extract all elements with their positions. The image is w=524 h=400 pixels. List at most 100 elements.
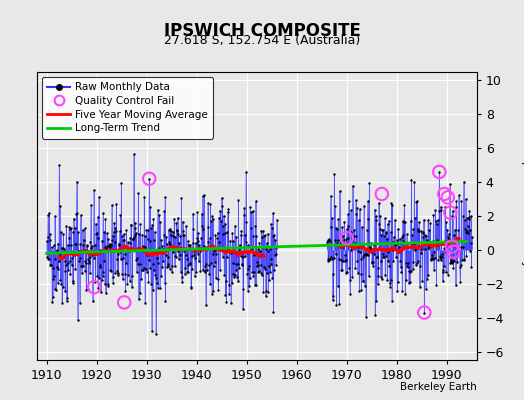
Point [398, 218, 407, 224]
Point [421, 286, 430, 292]
Point [129, 236, 138, 242]
Point [433, 237, 441, 243]
Point [416, 284, 424, 290]
Point [155, 212, 163, 218]
Point [86, 202, 95, 208]
Point [401, 277, 410, 283]
Point [448, 213, 456, 220]
Point [57, 229, 65, 236]
Point [215, 239, 223, 245]
Point [252, 198, 260, 205]
Point [51, 256, 60, 262]
Point [381, 272, 389, 278]
Point [230, 249, 238, 255]
Point [398, 288, 407, 294]
Point [238, 262, 246, 268]
Point [351, 239, 359, 246]
Point [150, 237, 158, 244]
Point [345, 277, 354, 283]
Point [77, 241, 85, 247]
Point [168, 269, 176, 276]
Point [412, 245, 420, 251]
Point [173, 228, 181, 234]
Point [434, 257, 443, 263]
Point [82, 242, 91, 248]
Point [395, 249, 403, 255]
Point [455, 192, 463, 199]
Point [56, 203, 64, 209]
Point [370, 206, 379, 213]
Point [139, 265, 148, 272]
Point [200, 243, 208, 249]
Point [444, 234, 452, 240]
Point [174, 256, 183, 262]
Point [257, 261, 265, 268]
Point [431, 207, 439, 213]
Point [345, 265, 354, 271]
Point [159, 246, 168, 252]
Point [427, 256, 435, 262]
Point [146, 265, 154, 272]
Point [347, 238, 356, 244]
Point [265, 277, 273, 284]
Point [339, 244, 347, 250]
Point [213, 229, 222, 236]
Point [144, 236, 152, 242]
Point [390, 216, 399, 223]
Point [126, 235, 135, 241]
Point [267, 261, 276, 268]
Point [208, 213, 216, 220]
Point [221, 220, 230, 227]
Point [410, 241, 418, 247]
Point [95, 264, 104, 270]
Point [384, 221, 392, 228]
Point [43, 234, 52, 240]
Point [350, 242, 358, 249]
Point [135, 296, 143, 302]
Point [326, 238, 334, 244]
Point [454, 235, 462, 241]
Point [408, 266, 417, 272]
Point [197, 235, 205, 242]
Point [216, 244, 225, 251]
Point [134, 190, 143, 196]
Point [144, 226, 152, 233]
Point [109, 232, 117, 239]
Point [442, 249, 451, 255]
Point [151, 250, 160, 256]
Point [58, 245, 66, 251]
Point [337, 224, 346, 230]
Point [405, 268, 413, 274]
Point [241, 253, 249, 260]
Point [169, 249, 178, 255]
Point [102, 290, 110, 296]
Point [450, 258, 458, 264]
Point [243, 250, 251, 256]
Point [408, 239, 417, 246]
Point [66, 258, 74, 264]
Point [201, 263, 210, 269]
Point [206, 281, 214, 288]
Point [457, 256, 466, 263]
Point [137, 267, 146, 273]
Point [90, 284, 99, 290]
Point [424, 217, 432, 224]
Point [190, 248, 199, 255]
Point [373, 254, 381, 260]
Point [228, 238, 237, 244]
Point [82, 287, 91, 293]
Point [85, 270, 94, 276]
Point [268, 275, 276, 282]
Point [188, 240, 196, 246]
Point [73, 316, 82, 323]
Point [336, 241, 344, 247]
Point [128, 273, 136, 279]
Point [160, 232, 168, 238]
Point [262, 245, 270, 252]
Point [427, 241, 435, 248]
Point [88, 252, 96, 258]
Point [375, 221, 384, 227]
Point [384, 249, 392, 256]
Point [254, 246, 263, 252]
Point [435, 253, 444, 259]
